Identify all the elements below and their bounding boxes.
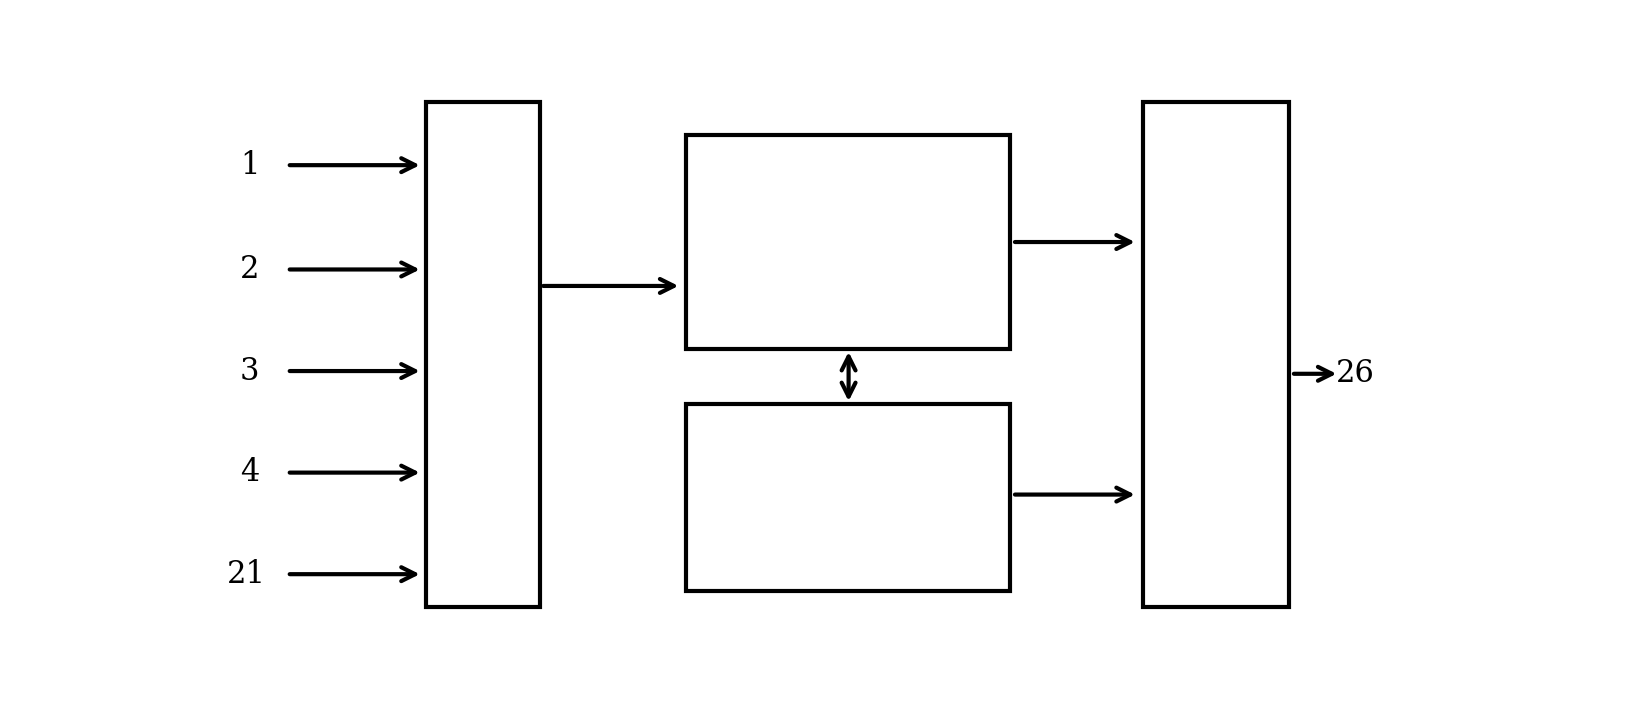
Text: 1: 1 — [240, 150, 260, 180]
Text: 2: 2 — [240, 254, 260, 285]
Bar — [427, 102, 540, 607]
Text: 4: 4 — [240, 457, 258, 488]
Text: 21: 21 — [227, 559, 267, 590]
Text: 26: 26 — [1335, 359, 1374, 389]
Bar — [1142, 102, 1289, 607]
Text: 3: 3 — [240, 356, 260, 386]
Bar — [687, 135, 1009, 349]
Bar — [687, 404, 1009, 590]
